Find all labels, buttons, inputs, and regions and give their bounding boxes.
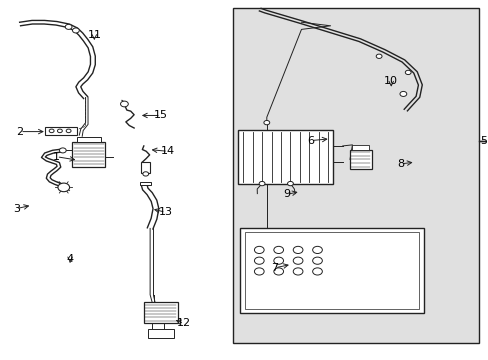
Circle shape [312, 246, 322, 253]
Circle shape [312, 268, 322, 275]
Bar [140, 182, 151, 185]
Text: 13: 13 [158, 207, 172, 217]
Circle shape [273, 268, 283, 275]
Circle shape [142, 172, 148, 176]
Bar [45, 127, 77, 135]
Circle shape [72, 28, 79, 33]
Text: 5: 5 [479, 136, 486, 145]
Circle shape [259, 181, 264, 186]
Circle shape [49, 129, 54, 133]
Bar [141, 162, 150, 173]
Circle shape [66, 129, 71, 133]
Bar [77, 136, 101, 142]
Circle shape [287, 181, 293, 186]
Text: 4: 4 [66, 254, 74, 264]
Circle shape [264, 121, 269, 125]
Circle shape [312, 257, 322, 264]
Text: 11: 11 [87, 30, 101, 40]
Text: 9: 9 [283, 189, 290, 199]
Text: 3: 3 [13, 204, 20, 214]
Circle shape [59, 148, 66, 153]
Bar [143, 302, 178, 323]
Circle shape [293, 246, 303, 253]
Bar [72, 141, 105, 167]
Bar [147, 329, 174, 338]
Text: 6: 6 [307, 136, 314, 145]
Circle shape [405, 70, 410, 75]
Circle shape [120, 101, 128, 107]
Bar [232, 8, 478, 343]
Bar [349, 149, 371, 169]
Text: 8: 8 [397, 159, 404, 169]
Bar [244, 232, 419, 309]
Text: 14: 14 [161, 146, 175, 156]
Circle shape [254, 257, 264, 264]
Circle shape [254, 268, 264, 275]
Text: 15: 15 [154, 111, 167, 121]
Text: 7: 7 [271, 263, 278, 273]
Text: 10: 10 [384, 76, 397, 86]
Bar [240, 228, 424, 313]
Text: 12: 12 [177, 319, 191, 328]
Circle shape [58, 183, 69, 192]
Circle shape [273, 246, 283, 253]
Circle shape [273, 257, 283, 264]
Circle shape [65, 24, 72, 30]
Circle shape [254, 246, 264, 253]
Circle shape [293, 268, 303, 275]
Circle shape [293, 257, 303, 264]
Text: 1: 1 [53, 152, 60, 162]
Circle shape [58, 129, 62, 133]
Circle shape [399, 91, 406, 96]
Circle shape [375, 54, 381, 58]
Bar [352, 145, 368, 150]
Bar [238, 130, 332, 184]
Text: 2: 2 [17, 127, 23, 136]
